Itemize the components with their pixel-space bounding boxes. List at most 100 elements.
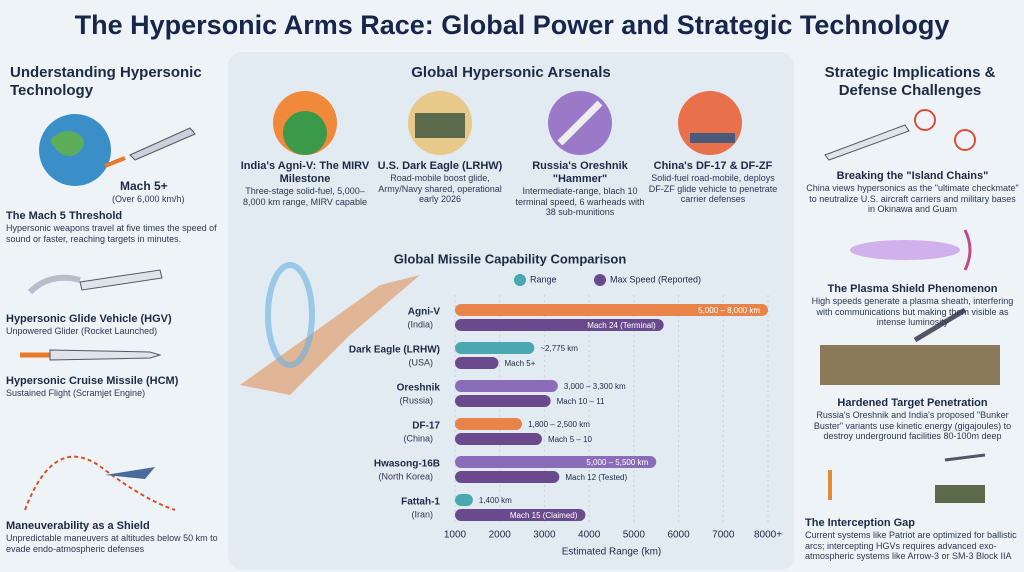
- section-title: Strategic Implications & Defense Challen…: [824, 64, 996, 99]
- bar: [455, 357, 499, 369]
- bar: [455, 395, 551, 407]
- bar: [455, 494, 473, 506]
- category-note: (North Korea): [378, 471, 433, 481]
- hgv-art: [27, 269, 163, 295]
- category-label: Fattah-1: [401, 497, 440, 508]
- value-label: 5,000 – 5,500 km: [586, 458, 648, 467]
- bar: [455, 304, 768, 316]
- text: High speeds generate a plasma sheath, in…: [811, 296, 1014, 327]
- text: China views hypersonics as the "ultimate…: [806, 183, 1019, 214]
- value-label: Mach 5+: [504, 359, 535, 368]
- mach-label: Mach 5+: [120, 179, 168, 193]
- text: Intermediate-range, blach 10 terminal sp…: [515, 186, 645, 217]
- bar: [455, 380, 558, 392]
- x-tick-label: 5000: [623, 530, 646, 541]
- right-item: Breaking the "Island Chains" China views …: [805, 170, 1020, 215]
- x-tick-label: 2000: [489, 530, 512, 541]
- page-title: The Hypersonic Arms Race: Global Power a…: [74, 10, 950, 40]
- heading: Hypersonic Cruise Missile (HCM): [6, 375, 179, 387]
- heading: Russia's Oreshnik "Hammer": [532, 160, 628, 185]
- left-item: Maneuverability as a Shield Unpredictable…: [6, 520, 218, 554]
- value-label: 1,400 km: [479, 496, 512, 505]
- heading: India's Agni-V: The MIRV Milestone: [240, 160, 370, 185]
- x-tick-label: 6000: [667, 530, 690, 541]
- bar: [455, 509, 586, 521]
- chart-title: Global Missile Capability Comparison: [394, 251, 627, 266]
- x-axis-label: Estimated Range (km): [562, 547, 661, 558]
- left-item: The Mach 5 Threshold Hypersonic weapons t…: [6, 210, 218, 244]
- bar: [455, 418, 523, 430]
- heading: The Interception Gap: [805, 517, 916, 529]
- category-label: Dark Eagle (LRHW): [349, 345, 440, 356]
- text: Three-stage solid-fuel, 5,000–8,000 km r…: [243, 186, 367, 207]
- category-label: Agni-V: [408, 307, 441, 318]
- text: Sustained Flight (Scramjet Engine): [6, 388, 146, 398]
- right-item: The Plasma Shield Phenomenon High speeds …: [805, 283, 1020, 328]
- bar: [455, 319, 664, 331]
- heading: The Mach 5 Threshold: [6, 210, 123, 222]
- globe-art: [39, 114, 196, 186]
- value-label: Mach 24 (Terminal): [587, 321, 656, 330]
- bar: [455, 342, 535, 354]
- right-item: Hardened Target Penetration Russia's Ores…: [805, 397, 1020, 442]
- heading: U.S. Dark Eagle (LRHW): [377, 160, 503, 172]
- arsenal-card: Russia's Oreshnik "Hammer" Intermediate-r…: [515, 160, 645, 218]
- left-item: Hypersonic Glide Vehicle (HGV) Unpowered …: [6, 313, 218, 337]
- maneuver-art: [24, 455, 176, 511]
- x-tick-label: 8000+: [754, 530, 782, 541]
- value-label: Mach 15 (Claimed): [510, 511, 578, 520]
- arsenal-card: India's Agni-V: The MIRV Milestone Three-…: [240, 160, 370, 207]
- x-tick-label: 3000: [533, 530, 556, 541]
- bar: [455, 471, 560, 483]
- value-label: Mach 5 – 10: [548, 435, 593, 444]
- category-label: Oreshnik: [397, 383, 441, 394]
- text: Solid-fuel road-mobile, deploys DF-ZF gl…: [648, 173, 778, 204]
- heading: Breaking the "Island Chains": [836, 170, 989, 182]
- section-title: Understanding Hypersonic Technology: [10, 64, 202, 99]
- text: Road-mobile boost glide, Army/Navy share…: [378, 173, 502, 204]
- x-tick-label: 4000: [578, 530, 601, 541]
- value-label: Mach 12 (Tested): [565, 473, 627, 482]
- text: Russia's Oreshnik and India's proposed "…: [813, 410, 1012, 441]
- text: Current systems like Patriot are optimiz…: [805, 530, 1017, 561]
- heading: China's DF-17 & DF-ZF: [653, 160, 773, 172]
- mach-sub: (Over 6,000 km/h): [112, 194, 185, 204]
- legend-label: Max Speed (Reported): [610, 274, 701, 284]
- right-item: The Interception Gap Current systems like…: [805, 517, 1020, 562]
- text: Unpredictable maneuvers at altitudes bel…: [6, 533, 218, 554]
- hcm-art: [20, 349, 162, 361]
- legend-swatch: [594, 274, 606, 286]
- heading: The Plasma Shield Phenomenon: [827, 283, 998, 295]
- left-item: Hypersonic Cruise Missile (HCM) Sustained…: [6, 375, 218, 399]
- legend-label: Range: [530, 274, 557, 284]
- x-tick-label: 7000: [712, 530, 735, 541]
- section-title: Global Hypersonic Arsenals: [411, 64, 611, 81]
- arsenal-card: U.S. Dark Eagle (LRHW) Road-mobile boost …: [375, 160, 505, 205]
- heading: Hardened Target Penetration: [837, 397, 988, 409]
- category-note: (India): [407, 319, 433, 329]
- category-note: (Iran): [411, 509, 433, 519]
- category-note: (USA): [409, 357, 434, 367]
- bar: [455, 456, 657, 468]
- heading: Hypersonic Glide Vehicle (HGV): [6, 313, 172, 325]
- arsenal-icons: [273, 91, 742, 155]
- chart: Global Missile Capability Comparison Rang…: [240, 251, 782, 558]
- right-art: [820, 109, 1000, 503]
- legend-swatch: [514, 274, 526, 286]
- category-label: DF-17: [412, 421, 440, 432]
- text: Hypersonic weapons travel at five times …: [6, 223, 217, 244]
- arsenal-card: China's DF-17 & DF-ZF Solid-fuel road-mob…: [648, 160, 778, 205]
- value-label: Mach 10 – 11: [557, 397, 605, 406]
- value-label: 3,000 – 3,300 km: [564, 382, 626, 391]
- value-label: 5,000 – 8,000 km: [698, 306, 760, 315]
- bar: [455, 433, 542, 445]
- category-note: (Russia): [399, 395, 433, 405]
- heading: Maneuverability as a Shield: [6, 520, 150, 532]
- category-note: (China): [403, 433, 433, 443]
- value-label: ~2,775 km: [540, 344, 578, 353]
- x-tick-label: 1000: [444, 530, 467, 541]
- category-label: Hwasong-16B: [374, 459, 440, 470]
- value-label: 1,800 – 2,500 km: [528, 420, 590, 429]
- text: Unpowered Glider (Rocket Launched): [6, 326, 158, 336]
